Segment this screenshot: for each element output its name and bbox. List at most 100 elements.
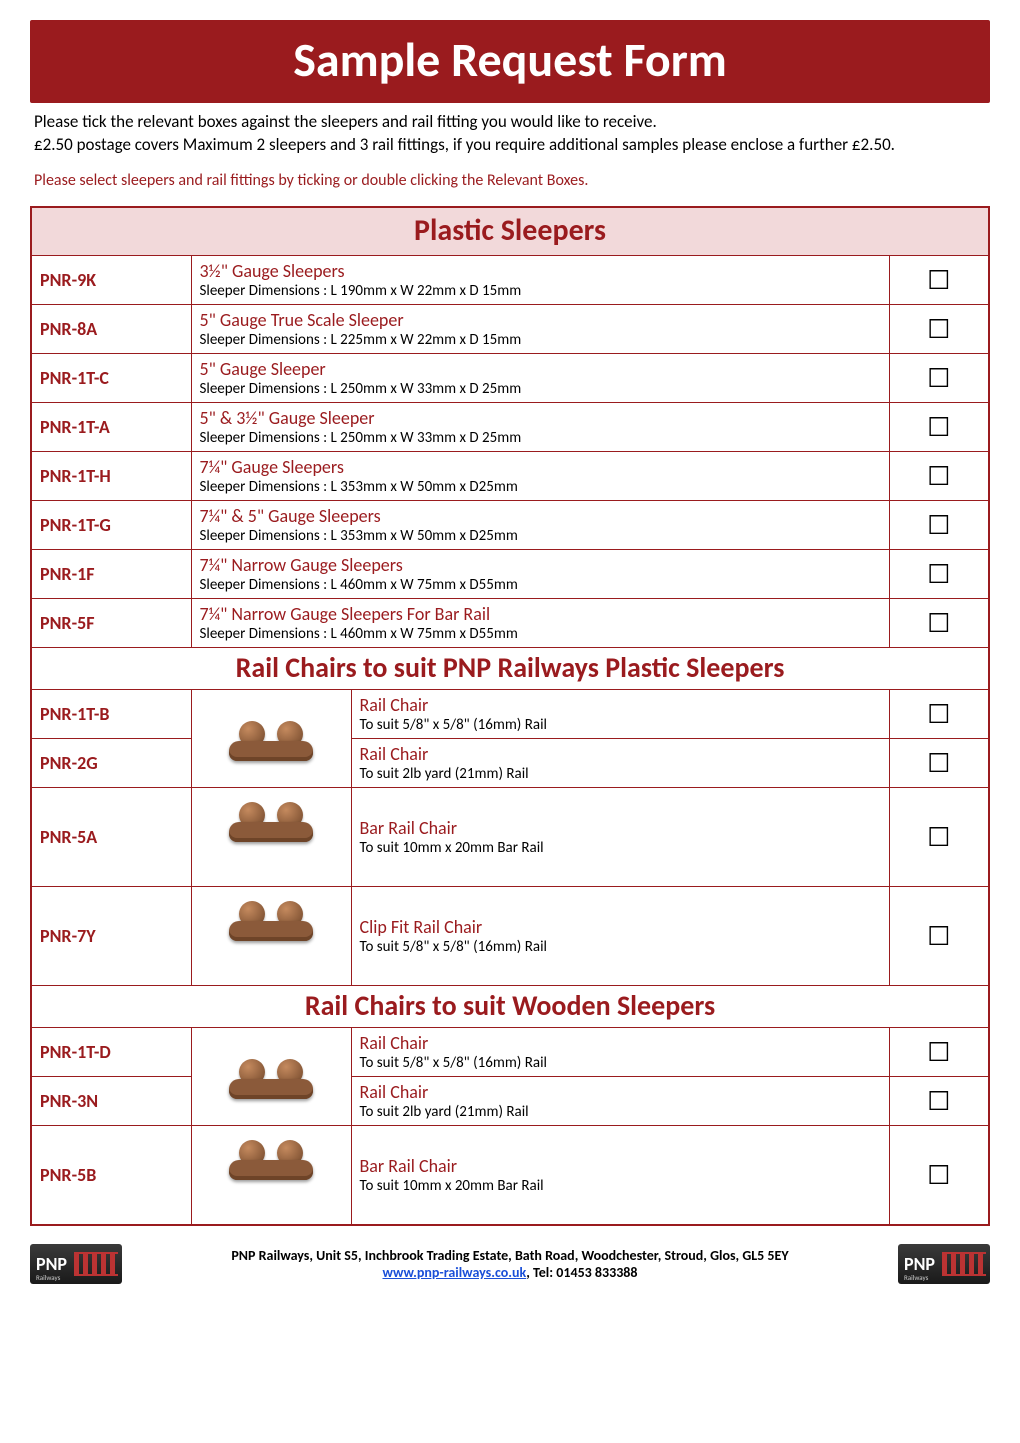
product-name: 7¼" Gauge Sleepers (200, 456, 881, 478)
table-row: PNR-5A Bar Rail ChairTo suit 10mm x 20mm … (31, 787, 989, 886)
product-code: PNR-9K (31, 255, 191, 304)
select-checkbox[interactable]: ☐ (889, 353, 989, 402)
section-heading-sleepers: Plastic Sleepers (31, 207, 989, 256)
table-row: PNR-1F7¼" Narrow Gauge SleepersSleeper D… (31, 549, 989, 598)
product-code: PNR-2G (31, 738, 191, 787)
product-dimensions: To suit 5/8" x 5/8" (16mm) Rail (360, 716, 881, 734)
product-dimensions: Sleeper Dimensions : L 250mm x W 33mm x … (200, 429, 881, 447)
table-row: PNR-9K3½" Gauge SleepersSleeper Dimensio… (31, 255, 989, 304)
product-name: Rail Chair (360, 694, 881, 716)
intro-line-2: £2.50 postage covers Maximum 2 sleepers … (34, 134, 895, 155)
rail-chair-icon (221, 792, 321, 882)
logo-text: PNP (904, 1253, 935, 1275)
footer-text: PNP Railways, Unit S5, Inchbrook Trading… (132, 1247, 888, 1281)
select-checkbox[interactable]: ☐ (889, 500, 989, 549)
select-checkbox[interactable]: ☐ (889, 402, 989, 451)
product-code: PNR-8A (31, 304, 191, 353)
product-description: 5" Gauge True Scale SleeperSleeper Dimen… (191, 304, 889, 353)
product-name: 7¼" Narrow Gauge Sleepers (200, 554, 881, 576)
product-dimensions: To suit 10mm x 20mm Bar Rail (360, 839, 881, 857)
table-row: PNR-5F7¼" Narrow Gauge Sleepers For Bar … (31, 598, 989, 647)
product-dimensions: To suit 10mm x 20mm Bar Rail (360, 1177, 881, 1195)
select-checkbox[interactable]: ☐ (889, 1076, 989, 1125)
product-name: 3½" Gauge Sleepers (200, 260, 881, 282)
table-row: PNR-1T-H7¼" Gauge SleepersSleeper Dimens… (31, 451, 989, 500)
select-checkbox[interactable]: ☐ (889, 255, 989, 304)
product-code: PNR-3N (31, 1076, 191, 1125)
select-checkbox[interactable]: ☐ (889, 304, 989, 353)
intro-line-1: Please tick the relevant boxes against t… (34, 111, 657, 132)
product-description: 5" & 3½" Gauge SleeperSleeper Dimensions… (191, 402, 889, 451)
section-heading-chairs-plastic: Rail Chairs to suit PNP Railways Plastic… (31, 647, 989, 689)
product-dimensions: To suit 2lb yard (21mm) Rail (360, 1103, 881, 1121)
product-code: PNR-1T-G (31, 500, 191, 549)
product-code: PNR-5B (31, 1125, 191, 1225)
table-row: PNR-1T-G 7¼" & 5" Gauge SleepersSleeper D… (31, 500, 989, 549)
product-description: Rail ChairTo suit 5/8" x 5/8" (16mm) Rai… (351, 1027, 889, 1076)
select-checkbox[interactable]: ☐ (889, 598, 989, 647)
product-dimensions: To suit 2lb yard (21mm) Rail (360, 765, 881, 783)
select-checkbox[interactable]: ☐ (889, 451, 989, 500)
select-checkbox[interactable]: ☐ (889, 1125, 989, 1225)
table-row: PNR-3N Rail ChairTo suit 2lb yard (21mm) … (31, 1076, 989, 1125)
product-code: PNR-5F (31, 598, 191, 647)
product-description: 5" Gauge SleeperSleeper Dimensions : L 2… (191, 353, 889, 402)
rail-chair-icon (221, 1130, 321, 1220)
logo-tracks-icon (74, 1252, 118, 1276)
product-name: Rail Chair (360, 1032, 881, 1054)
select-checkbox[interactable]: ☐ (889, 549, 989, 598)
select-checkbox[interactable]: ☐ (889, 886, 989, 985)
logo-tracks-icon (942, 1252, 986, 1276)
product-code: PNR-1T-H (31, 451, 191, 500)
select-checkbox[interactable]: ☐ (889, 1027, 989, 1076)
product-code: PNR-7Y (31, 886, 191, 985)
product-description: 3½" Gauge SleepersSleeper Dimensions : L… (191, 255, 889, 304)
logo-subtext: Railways (36, 1273, 60, 1282)
table-row: PNR-5B Bar Rail ChairTo suit 10mm x 20mm … (31, 1125, 989, 1225)
product-description: Bar Rail ChairTo suit 10mm x 20mm Bar Ra… (351, 1125, 889, 1225)
product-description: 7¼" Narrow Gauge Sleepers For Bar RailSl… (191, 598, 889, 647)
footer-tel: , Tel: 01453 833388 (526, 1264, 637, 1281)
product-dimensions: Sleeper Dimensions : L 353mm x W 50mm x … (200, 527, 881, 545)
table-row: PNR-7Y Clip Fit Rail ChairTo suit 5/8" x … (31, 886, 989, 985)
product-dimensions: Sleeper Dimensions : L 460mm x W 75mm x … (200, 576, 881, 594)
rail-chair-icon (221, 1049, 321, 1103)
product-code: PNR-1T-A (31, 402, 191, 451)
logo-text: PNP (36, 1253, 67, 1275)
intro-text: Please tick the relevant boxes against t… (34, 111, 986, 157)
product-name: Clip Fit Rail Chair (360, 916, 881, 938)
rail-chair-icon (221, 891, 321, 981)
product-name: 5" Gauge Sleeper (200, 358, 881, 380)
product-image-cell (191, 886, 351, 985)
table-row: PNR-2G Rail ChairTo suit 2lb yard (21mm) … (31, 738, 989, 787)
logo-right: PNP Railways (898, 1244, 990, 1284)
product-description: Clip Fit Rail ChairTo suit 5/8" x 5/8" (… (351, 886, 889, 985)
product-image-cell (191, 1027, 351, 1125)
product-description: 7¼" Gauge SleepersSleeper Dimensions : L… (191, 451, 889, 500)
instruction-text: Please select sleepers and rail fittings… (34, 171, 986, 190)
product-name: Rail Chair (360, 743, 881, 765)
table-row: PNR-1T-A5" & 3½" Gauge SleeperSleeper Di… (31, 402, 989, 451)
product-description: Rail ChairTo suit 5/8" x 5/8" (16mm) Rai… (351, 689, 889, 738)
product-name: Rail Chair (360, 1081, 881, 1103)
select-checkbox[interactable]: ☐ (889, 738, 989, 787)
product-dimensions: Sleeper Dimensions : L 250mm x W 33mm x … (200, 380, 881, 398)
footer-website-link[interactable]: www.pnp-railways.co.uk (383, 1264, 527, 1281)
select-checkbox[interactable]: ☐ (889, 689, 989, 738)
footer: PNP Railways PNP Railways, Unit S5, Inch… (30, 1244, 990, 1284)
page-title: Sample Request Form (30, 20, 990, 103)
select-checkbox[interactable]: ☐ (889, 787, 989, 886)
product-name: 7¼" Narrow Gauge Sleepers For Bar Rail (200, 603, 881, 625)
product-code: PNR-1T-B (31, 689, 191, 738)
product-name: Bar Rail Chair (360, 817, 881, 839)
table-row: PNR-1T-DRail ChairTo suit 5/8" x 5/8" (1… (31, 1027, 989, 1076)
product-name: 5" & 3½" Gauge Sleeper (200, 407, 881, 429)
logo-subtext: Railways (904, 1273, 928, 1282)
sample-form-table: Plastic Sleepers PNR-9K3½" Gauge Sleeper… (30, 206, 990, 1226)
product-code: PNR-5A (31, 787, 191, 886)
product-name: 7¼" & 5" Gauge Sleepers (200, 505, 881, 527)
product-name: 5" Gauge True Scale Sleeper (200, 309, 881, 331)
table-row: PNR-1T-B Rail ChairTo suit 5/8" x 5/8" (1… (31, 689, 989, 738)
product-dimensions: Sleeper Dimensions : L 353mm x W 50mm x … (200, 478, 881, 496)
product-image-cell (191, 1125, 351, 1225)
